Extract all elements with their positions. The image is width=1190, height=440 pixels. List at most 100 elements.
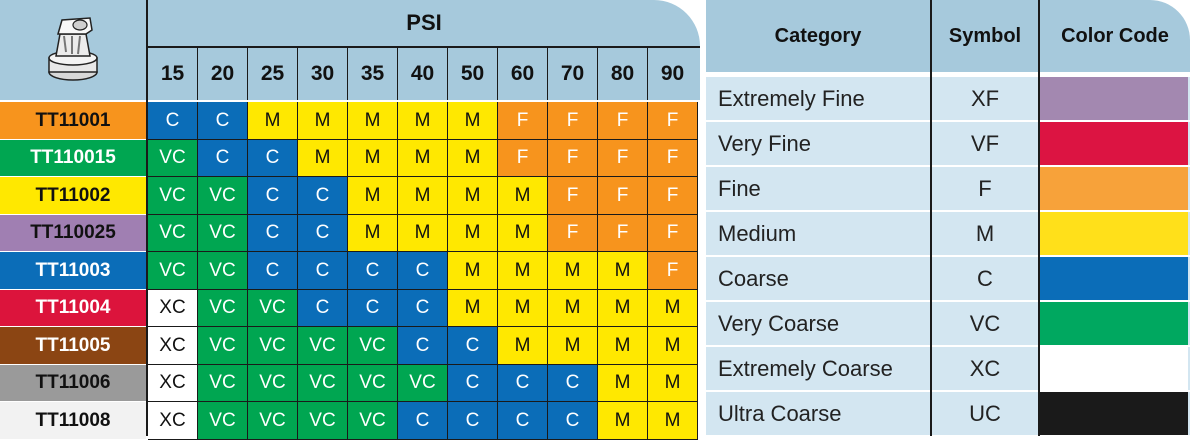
- nozzle-label: TT11004: [0, 290, 146, 326]
- legend-symbol: C: [977, 265, 993, 291]
- droplet-cell: M: [448, 215, 498, 252]
- droplet-cell: M: [598, 290, 648, 327]
- droplet-cell: VC: [148, 140, 198, 177]
- droplet-cell: XC: [148, 365, 198, 402]
- psi-column-divider: [497, 48, 498, 100]
- droplet-cell: C: [248, 252, 298, 290]
- droplet-cell: VC: [298, 327, 348, 365]
- droplet-cell: VC: [198, 252, 248, 290]
- droplet-cell: F: [598, 140, 648, 177]
- droplet-cell: F: [548, 102, 598, 140]
- droplet-cell: C: [148, 102, 198, 140]
- droplet-cell: XC: [148, 402, 198, 440]
- droplet-cell: C: [248, 177, 298, 215]
- droplet-cell: M: [598, 327, 648, 365]
- droplet-cell: F: [548, 140, 598, 177]
- legend-category: Very Fine: [718, 130, 811, 156]
- table-header-band: [0, 0, 700, 100]
- legend-category: Ultra Coarse: [718, 400, 842, 426]
- droplet-cell: C: [298, 252, 348, 290]
- psi-column-divider: [247, 48, 248, 100]
- droplet-cell: C: [298, 177, 348, 215]
- droplet-cell: M: [398, 215, 448, 252]
- legend-category: Coarse: [718, 265, 789, 291]
- droplet-cell: C: [448, 402, 498, 440]
- spray-nozzle-icon: [48, 17, 98, 81]
- droplet-cell: C: [298, 290, 348, 327]
- droplet-cell: M: [398, 177, 448, 215]
- legend-color-swatch: [1040, 302, 1188, 345]
- psi-column-header: 40: [410, 62, 435, 85]
- droplet-cell: M: [448, 177, 498, 215]
- droplet-cell: M: [598, 365, 648, 402]
- nozzle-label: TT11008: [0, 402, 146, 439]
- droplet-cell: M: [598, 252, 648, 290]
- legend-category: Extremely Fine: [718, 85, 865, 111]
- legend-category: Fine: [718, 175, 761, 201]
- droplet-cell: M: [448, 290, 498, 327]
- legend-header-color: Color Code: [1061, 24, 1169, 47]
- droplet-cell: M: [348, 140, 398, 177]
- droplet-cell: VC: [298, 402, 348, 440]
- legend-header-category: Category: [774, 24, 862, 47]
- droplet-cell: VC: [198, 290, 248, 327]
- droplet-cell: C: [348, 290, 398, 327]
- legend-color-swatch: [1040, 77, 1188, 120]
- droplet-cell: M: [548, 327, 598, 365]
- droplet-cell: F: [498, 102, 548, 140]
- legend-divider: [1038, 0, 1040, 436]
- droplet-cell: M: [498, 252, 548, 290]
- droplet-cell: C: [498, 365, 548, 402]
- legend-table: Category Symbol Color Code Extremely Fin…: [706, 0, 1190, 436]
- psi-column-divider: [347, 48, 348, 100]
- droplet-cell: C: [198, 140, 248, 177]
- legend-color-swatch: [1040, 392, 1188, 435]
- droplet-cell: C: [248, 215, 298, 252]
- droplet-cell: M: [648, 290, 698, 327]
- droplet-cell: F: [598, 102, 648, 140]
- droplet-cell: F: [598, 177, 648, 215]
- droplet-cell: M: [548, 290, 598, 327]
- psi-column-header: 70: [560, 62, 585, 85]
- droplet-cell: M: [548, 252, 598, 290]
- legend-category: Medium: [718, 220, 797, 246]
- droplet-cell: VC: [248, 402, 298, 440]
- droplet-size-table: PSI 15 20 25 30 35 40 50 60 70 80 90 TT11001 C C M M M M…: [0, 0, 700, 440]
- droplet-cell: C: [298, 215, 348, 252]
- droplet-cell: VC: [248, 327, 298, 365]
- droplet-cell: F: [648, 102, 698, 140]
- droplet-cell: M: [648, 365, 698, 402]
- psi-column-divider: [197, 48, 198, 100]
- droplet-cell: M: [498, 215, 548, 252]
- legend-symbol: M: [975, 220, 995, 246]
- header-divider: [146, 0, 148, 436]
- droplet-cell: M: [498, 327, 548, 365]
- droplet-cell: F: [548, 215, 598, 252]
- droplet-cell: M: [498, 290, 548, 327]
- psi-column-header: 35: [360, 62, 385, 85]
- droplet-cell: M: [348, 177, 398, 215]
- psi-column-header: 50: [460, 62, 485, 85]
- legend-color-swatch: [1040, 167, 1188, 210]
- legend-symbol: VF: [970, 130, 1000, 156]
- droplet-cell: VC: [198, 215, 248, 252]
- droplet-cell: C: [398, 402, 448, 440]
- droplet-cell: M: [648, 402, 698, 440]
- droplet-cell: XC: [148, 327, 198, 365]
- droplet-cell: M: [298, 102, 348, 140]
- droplet-cell: M: [248, 102, 298, 140]
- droplet-cell: VC: [198, 402, 248, 440]
- droplet-cell: C: [498, 402, 548, 440]
- droplet-cell: M: [298, 140, 348, 177]
- psi-column-header: 60: [510, 62, 535, 85]
- droplet-cell: C: [398, 252, 448, 290]
- legend-symbol: F: [978, 175, 992, 201]
- psi-column-divider: [397, 48, 398, 100]
- nozzle-label: TT11003: [0, 252, 146, 289]
- droplet-cell: VC: [398, 365, 448, 402]
- legend-color-swatch: [1040, 257, 1188, 300]
- droplet-cell: VC: [148, 177, 198, 215]
- droplet-cell: C: [548, 365, 598, 402]
- droplet-cell: C: [448, 365, 498, 402]
- psi-column-header: 25: [260, 62, 285, 85]
